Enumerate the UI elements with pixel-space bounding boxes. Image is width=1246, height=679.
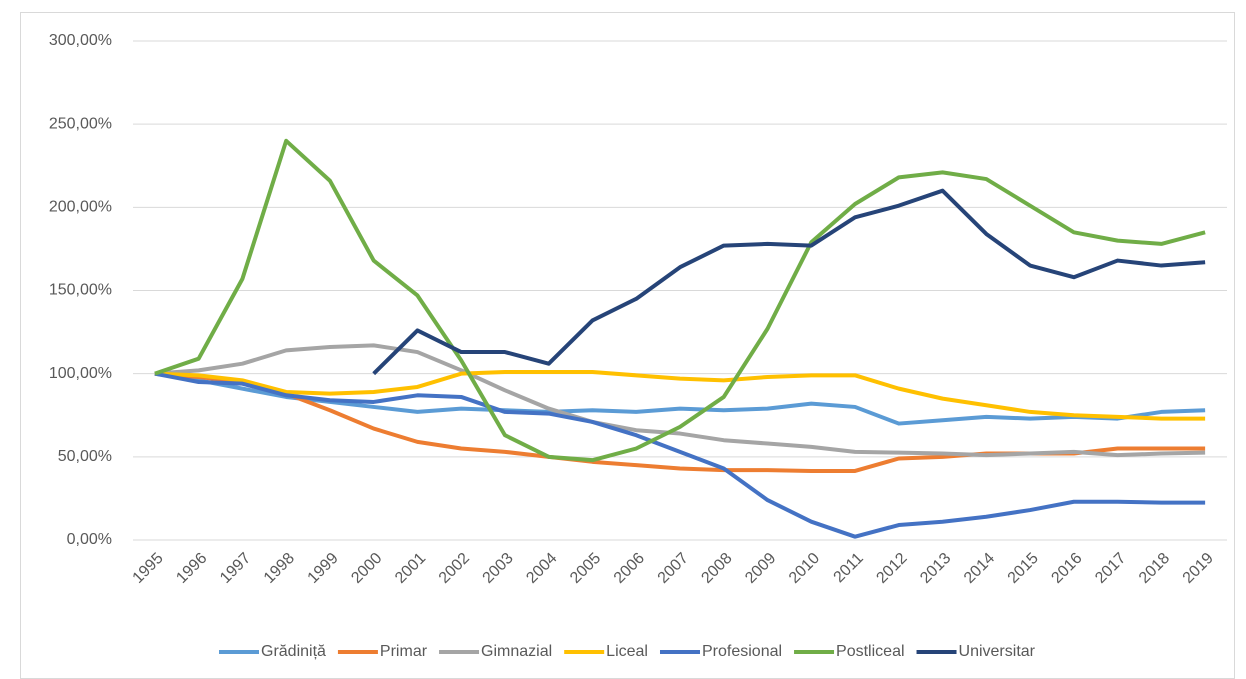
legend-label: Grădiniță <box>261 643 326 660</box>
series-line <box>154 371 1206 539</box>
y-tick-label: 200,00% <box>49 199 112 216</box>
chart-border <box>20 12 1235 679</box>
legend-label: Universitar <box>959 643 1036 660</box>
y-tick-label: 100,00% <box>49 365 112 382</box>
legend-label: Liceal <box>606 643 648 660</box>
y-tick-label: 50,00% <box>58 448 112 465</box>
legend-label: Postliceal <box>836 643 904 660</box>
series-line <box>154 138 1206 463</box>
legend: Grădiniță Primar Gimnazial Liceal Profesiona… <box>219 643 1036 660</box>
legend-label: Primar <box>380 643 428 660</box>
series-line <box>154 370 1206 421</box>
series-line <box>372 188 1206 376</box>
legend-label: Gimnazial <box>481 643 552 660</box>
legend-label: Profesional <box>702 643 782 660</box>
y-tick-label: 0,00% <box>67 531 112 548</box>
y-tick-label: 150,00% <box>49 282 112 299</box>
series-line <box>154 343 1206 458</box>
y-tick-label: 300,00% <box>49 32 112 49</box>
y-tick-label: 250,00% <box>49 115 112 132</box>
